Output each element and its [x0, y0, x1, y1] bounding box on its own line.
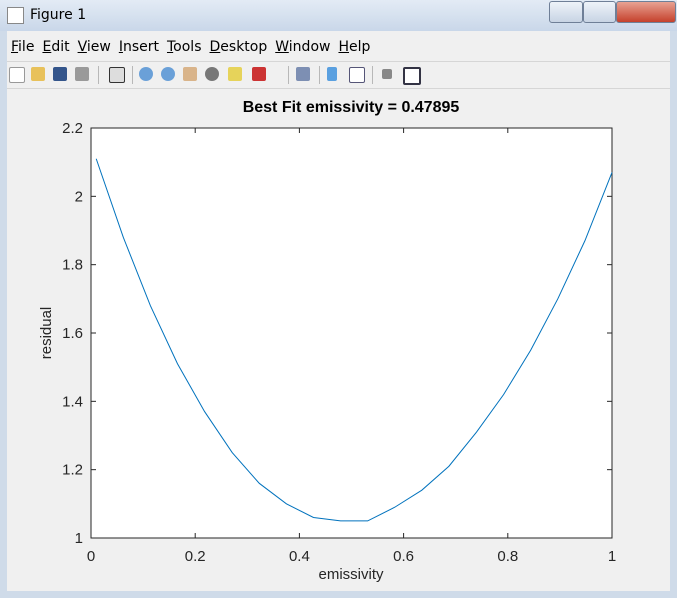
menu-item[interactable]: Edit [42, 39, 70, 55]
zoom-out[interactable] [161, 67, 175, 81]
link-plot[interactable] [296, 67, 310, 81]
show-tools[interactable] [403, 67, 421, 85]
menu-item[interactable]: File [11, 39, 35, 55]
axes-box [90, 127, 613, 539]
legend[interactable] [349, 67, 365, 83]
separator [372, 66, 373, 84]
menu-item[interactable]: Help [338, 39, 371, 55]
edit-plot[interactable] [109, 67, 125, 83]
x-tick-label: 1 [608, 548, 616, 565]
colorbar[interactable] [327, 67, 337, 81]
menu-bar: File Edit View Insert Tools Desktop Window Help [7, 35, 670, 59]
title-bar: Figure 1 [0, 0, 677, 31]
app-icon [7, 7, 24, 24]
y-axis-label: residual [38, 307, 55, 360]
separator [319, 66, 320, 84]
minimize-button[interactable] [549, 1, 583, 23]
x-tick-label: 0.6 [393, 548, 414, 565]
menu-item[interactable]: Window [275, 39, 331, 55]
menu-item[interactable]: Tools [166, 39, 202, 55]
x-tick-label: 0 [87, 548, 95, 565]
separator [132, 66, 133, 84]
rotate[interactable] [205, 67, 219, 81]
y-tick-label: 1.6 [62, 325, 83, 342]
chart: Best Fit emissivity = 0.47895 emissivity… [38, 99, 616, 583]
x-tick-label: 0.4 [289, 548, 310, 565]
window-title: Figure 1 [30, 7, 87, 23]
y-tick-label: 2.2 [62, 120, 83, 137]
separator [98, 66, 99, 84]
close-button[interactable] [616, 1, 676, 23]
x-tick-label: 0.2 [185, 548, 206, 565]
open-file[interactable] [31, 67, 45, 81]
y-tick-label: 1.4 [62, 393, 83, 410]
data-line [95, 158, 613, 522]
brush[interactable] [252, 67, 266, 81]
print[interactable] [75, 67, 89, 81]
menu-item[interactable]: View [77, 39, 111, 55]
zoom-in[interactable] [139, 67, 153, 81]
menu-item[interactable]: Insert [118, 39, 159, 55]
new-figure[interactable] [9, 67, 25, 83]
y-tick-label: 1.2 [62, 462, 83, 479]
x-tick-label: 0.8 [497, 548, 518, 565]
data-cursor[interactable] [228, 67, 242, 81]
chart-title: Best Fit emissivity = 0.47895 [243, 99, 460, 116]
toolbar [7, 61, 670, 89]
separator [288, 66, 289, 84]
y-tick-label: 2 [75, 188, 83, 205]
plot-area [91, 128, 612, 538]
maximize-button[interactable] [583, 1, 616, 23]
save[interactable] [53, 67, 67, 81]
x-axis-label: emissivity [318, 566, 384, 583]
menu-item[interactable]: Desktop [209, 39, 268, 55]
y-tick-label: 1.8 [62, 257, 83, 274]
pan[interactable] [183, 67, 197, 81]
y-tick-label: 1 [75, 530, 83, 547]
hide-tools[interactable] [382, 69, 392, 79]
